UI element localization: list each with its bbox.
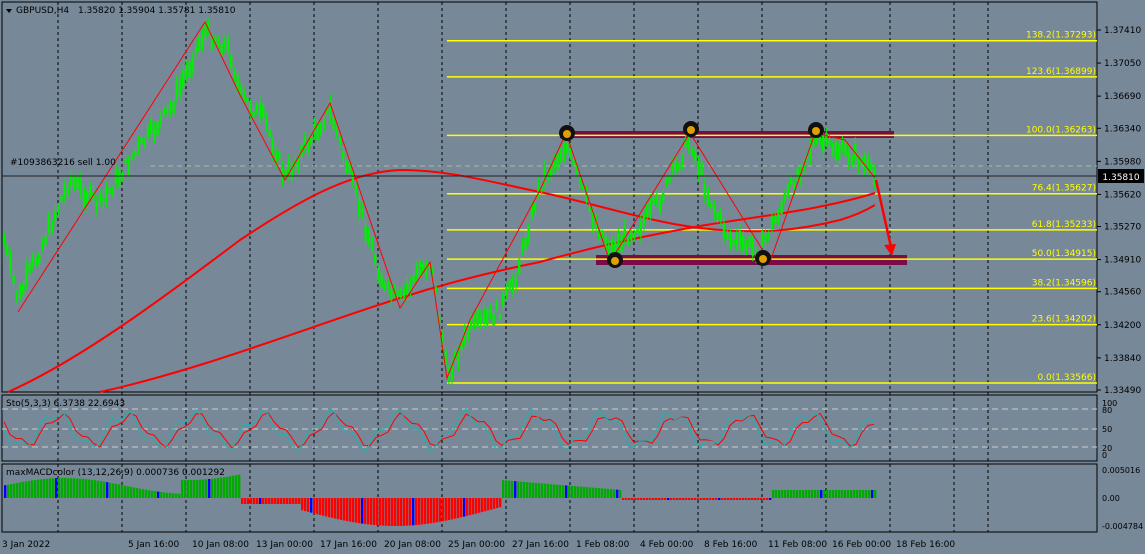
macd-title: maxMACDcolor (13,12,26,9) 0.000736 0.001…: [6, 468, 225, 478]
macd-axis-label: 0.005016: [1102, 466, 1140, 475]
stochastic-panel: [1, 394, 1098, 462]
pivot-markers: [559, 121, 824, 268]
sell-order-label[interactable]: #1093863216 sell 1.00: [10, 158, 116, 168]
price-axis-label: 1.35620: [1104, 190, 1141, 200]
stochastic-axis-label: 80: [1102, 406, 1112, 415]
triangle-down-icon[interactable]: [6, 9, 12, 13]
fibo-label: 61.8(1.35233): [1032, 220, 1096, 230]
price-axis-label: 1.34910: [1104, 256, 1141, 266]
zigzag-line: [17, 20, 876, 380]
vertical-grid: [57, 2, 989, 532]
fibo-label: 50.0(1.34915): [1032, 249, 1096, 259]
price-axis-label: 1.34560: [1104, 288, 1141, 298]
price-axis: 1.37410 1.37050 1.36690 1.36340 1.35980 1.356…: [1097, 26, 1141, 396]
price-axis-label: 1.33490: [1104, 386, 1141, 396]
time-axis-label: 8 Feb 16:00: [704, 540, 758, 550]
time-axis-label: 4 Feb 00:00: [640, 540, 694, 550]
macd-axis-label: 0.00: [1102, 494, 1120, 503]
price-axis-label: 1.36340: [1104, 124, 1141, 134]
ohlc-values: 1.35820 1.35904 1.35781 1.35810: [78, 6, 236, 16]
time-axis-label: 11 Feb 08:00: [768, 540, 827, 550]
price-candles: [2, 15, 876, 386]
time-axis: 3 Jan 2022 5 Jan 16:00 10 Jan 08:00 13 Jan …: [2, 540, 955, 550]
main-panel: [1, 1, 1098, 393]
moving-average-fast: [7, 168, 876, 393]
fibonacci-levels[interactable]: 138.2(1.37293) 123.6(1.36899) 100.0(1.3626…: [447, 31, 1097, 384]
stochastic-axis-label: 0: [1102, 451, 1107, 460]
time-axis-label: 17 Jan 16:00: [320, 540, 377, 550]
price-axis-label: 1.37050: [1104, 59, 1141, 69]
stochastic-axis-label: 50: [1102, 425, 1112, 434]
fibo-label: 123.6(1.36899): [1026, 67, 1096, 77]
time-axis-label: 25 Jan 00:00: [448, 540, 505, 550]
fibo-label: 38.2(1.34596): [1032, 278, 1096, 288]
fibo-label: 0.0(1.33566): [1037, 373, 1096, 383]
fibo-label: 23.6(1.34202): [1032, 315, 1096, 325]
price-axis-label: 1.35980: [1104, 157, 1141, 167]
support-zone[interactable]: [596, 255, 907, 265]
time-axis-label: 5 Jan 16:00: [128, 540, 180, 550]
fibo-label: 100.0(1.36263): [1026, 125, 1096, 135]
time-axis-label: 16 Feb 00:00: [832, 540, 891, 550]
stochastic-lines: [3, 408, 875, 453]
stochastic-axis-label: 100: [1102, 399, 1117, 408]
macd-axis: 0.005016 0.00 -0.004784: [1102, 466, 1143, 531]
price-axis-label: 1.33840: [1104, 354, 1141, 364]
current-price-badge: [1098, 169, 1144, 183]
stochastic-axis-label: 20: [1102, 444, 1112, 453]
time-axis-label: 20 Jan 08:00: [384, 540, 441, 550]
time-axis-label: 3 Jan 2022: [2, 540, 50, 550]
price-axis-label: 1.36690: [1104, 92, 1141, 102]
forecast-arrow-icon: [874, 179, 896, 256]
time-axis-label: 1 Feb 08:00: [576, 540, 630, 550]
price-axis-label: 1.35270: [1104, 223, 1141, 233]
time-axis-label: 13 Jan 00:00: [256, 540, 313, 550]
fibo-label: 76.4(1.35627): [1032, 184, 1096, 194]
symbol-label: GBPUSD,H4: [16, 6, 69, 16]
macd-histogram: [4, 474, 877, 526]
moving-average-slow: [99, 192, 876, 393]
price-axis-label: 1.34200: [1104, 321, 1141, 331]
stochastic-levels: [2, 408, 1097, 448]
stochastic-title: Sto(5,3,3) 6.3738 22.6943: [6, 399, 125, 409]
time-axis-label: 27 Jan 16:00: [512, 540, 569, 550]
macd-axis-label: -0.004784: [1102, 522, 1143, 531]
time-axis-label: 10 Jan 08:00: [192, 540, 249, 550]
time-axis-label: 18 Feb 16:00: [896, 540, 955, 550]
current-price-value: 1.35810: [1102, 173, 1139, 183]
macd-panel: [1, 463, 1098, 533]
price-axis-label: 1.37410: [1104, 26, 1141, 36]
fibo-label: 138.2(1.37293): [1026, 31, 1096, 41]
resistance-zone[interactable]: [560, 131, 894, 138]
